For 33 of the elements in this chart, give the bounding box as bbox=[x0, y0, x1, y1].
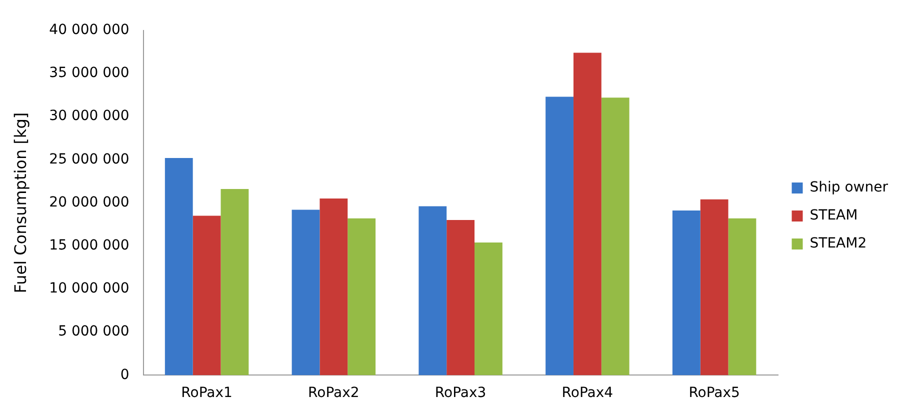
y-tick-label: 15 000 000 bbox=[49, 238, 130, 254]
x-tick-label: RoPax4 bbox=[562, 385, 614, 402]
y-tick-label: 20 000 000 bbox=[49, 194, 130, 210]
y-tick-label: 30 000 000 bbox=[49, 108, 130, 124]
bar bbox=[446, 220, 475, 376]
bar bbox=[192, 216, 221, 376]
x-tick-label: RoPax2 bbox=[308, 385, 360, 402]
x-tick-label: RoPax1 bbox=[181, 385, 232, 402]
y-tick-label: 5 000 000 bbox=[58, 324, 130, 340]
bar bbox=[474, 242, 502, 376]
legend-label: STEAM2 bbox=[810, 236, 867, 252]
bar bbox=[164, 158, 193, 376]
bar bbox=[573, 52, 602, 376]
y-tick-label: 10 000 000 bbox=[49, 280, 130, 297]
bar bbox=[672, 210, 700, 376]
y-tick-label: 0 bbox=[120, 366, 130, 383]
y-tick-label: 40 000 000 bbox=[49, 22, 130, 38]
bar bbox=[348, 218, 376, 376]
bar bbox=[418, 206, 447, 376]
bar bbox=[320, 198, 348, 376]
y-tick-label: 25 000 000 bbox=[49, 151, 130, 168]
y-tick-label: 35 000 000 bbox=[49, 65, 130, 82]
legend-label: Ship owner bbox=[810, 180, 888, 196]
legend-label: STEAM bbox=[810, 208, 858, 224]
x-tick-label: RoPax5 bbox=[688, 385, 740, 402]
bar bbox=[601, 98, 630, 376]
bar bbox=[546, 96, 574, 376]
x-tick-label: RoPax3 bbox=[434, 385, 486, 402]
y-axis-title: Fuel Consumption [kg] bbox=[10, 112, 30, 294]
bar bbox=[220, 189, 249, 376]
bar bbox=[700, 199, 728, 376]
bar bbox=[728, 218, 756, 376]
bar bbox=[292, 210, 320, 376]
